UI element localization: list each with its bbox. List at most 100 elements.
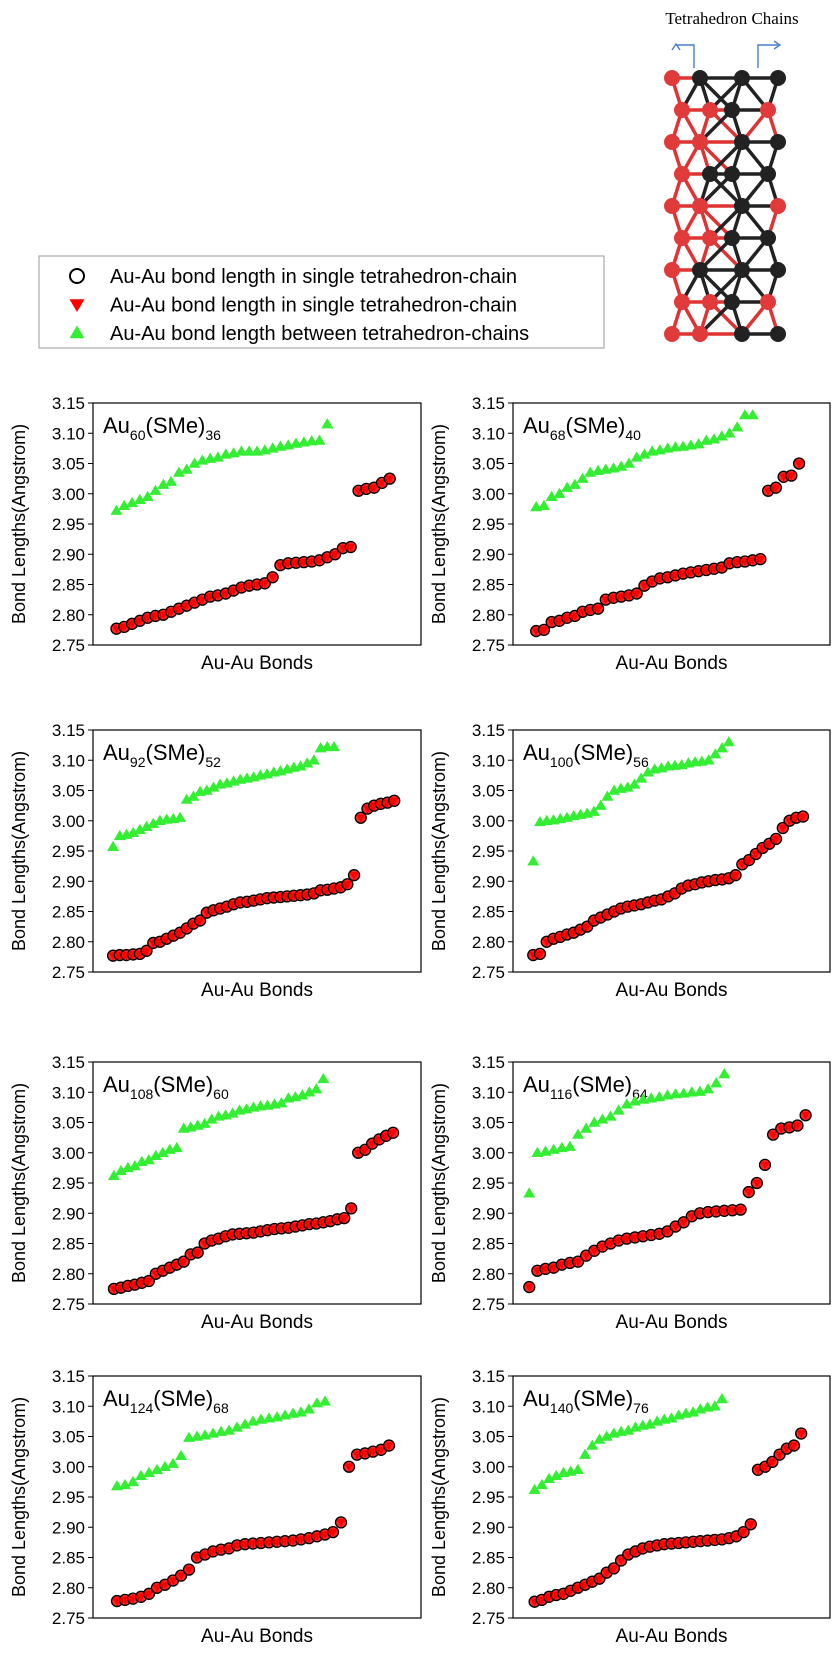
y-tick-label: 3.00 (52, 812, 85, 831)
panel-title: Au68(SMe)40 (523, 413, 641, 443)
point-between (107, 841, 119, 851)
x-axis-label: Au-Au Bonds (616, 653, 728, 674)
title-part: Au (103, 1386, 130, 1411)
y-axis-label: Bond Lengths(Angstrom) (429, 1083, 449, 1283)
y-tick-label: 3.15 (52, 1367, 85, 1386)
panel-title: Au108(SMe)60 (103, 1072, 229, 1102)
y-tick-label: 2.85 (52, 1235, 85, 1254)
y-tick-label: 3.05 (472, 1114, 505, 1133)
y-tick-label: 3.15 (472, 1367, 505, 1386)
point-between (716, 1393, 728, 1403)
y-tick-label: 3.05 (52, 455, 85, 474)
y-tick-label: 2.75 (52, 1295, 85, 1314)
atom (674, 102, 690, 118)
title-part: 116 (550, 1086, 573, 1102)
y-tick-label: 3.00 (52, 1144, 85, 1163)
y-tick-label: 2.90 (52, 872, 85, 891)
atom (692, 326, 708, 342)
atom (692, 262, 708, 278)
point-between (171, 1142, 183, 1152)
atom (770, 70, 786, 86)
y-tick-label: 2.85 (472, 1235, 505, 1254)
y-tick-label: 2.90 (472, 1518, 505, 1537)
atom (724, 230, 740, 246)
y-tick-label: 3.10 (52, 1397, 85, 1416)
atom (760, 102, 776, 118)
point-between (317, 1073, 329, 1083)
title-part: Au (103, 1072, 130, 1097)
title-part: 140 (550, 1400, 574, 1416)
title-part: 40 (625, 427, 641, 443)
point-between (174, 812, 186, 822)
atom (674, 294, 690, 310)
title-part: 124 (130, 1400, 154, 1416)
y-tick-label: 2.85 (472, 1549, 505, 1568)
atom (664, 134, 680, 150)
y-tick-label: 2.75 (472, 1295, 505, 1314)
page: Tetrahedron Chains Au-Au bond length in … (0, 0, 837, 1659)
point-between (731, 421, 743, 431)
title-part: 68 (550, 427, 566, 443)
y-tick-label: 2.90 (52, 545, 85, 564)
y-tick-label: 3.10 (52, 424, 85, 443)
atom (770, 134, 786, 150)
point-between (523, 1187, 535, 1197)
title-part: (SMe) (153, 1386, 213, 1411)
x-axis-label: Au-Au Bonds (616, 1626, 728, 1647)
y-tick-label: 2.75 (52, 636, 85, 655)
y-tick-label: 2.80 (52, 1579, 85, 1598)
title-part: 108 (130, 1086, 154, 1102)
atom (760, 166, 776, 182)
title-part: (SMe) (566, 413, 626, 438)
y-tick-label: 3.00 (472, 1458, 505, 1477)
y-tick-label: 3.15 (52, 394, 85, 413)
y-tick-label: 2.80 (472, 606, 505, 625)
title-part: (SMe) (573, 740, 633, 765)
atom (692, 134, 708, 150)
y-tick-label: 3.10 (472, 1083, 505, 1102)
y-axis-label: Bond Lengths(Angstrom) (429, 424, 449, 624)
y-axis-label: Bond Lengths(Angstrom) (9, 1397, 29, 1597)
y-tick-label: 3.05 (52, 782, 85, 801)
point-between (175, 1450, 187, 1460)
y-tick-label: 2.95 (52, 842, 85, 861)
y-tick-label: 2.95 (472, 515, 505, 534)
title-part: 52 (205, 754, 221, 770)
point-between (595, 800, 607, 810)
y-axis-label: Bond Lengths(Angstrom) (9, 424, 29, 624)
x-axis-label: Au-Au Bonds (201, 653, 313, 674)
atom (702, 230, 718, 246)
y-tick-label: 2.95 (472, 842, 505, 861)
y-tick-label: 3.05 (52, 1114, 85, 1133)
y-tick-label: 2.75 (472, 1609, 505, 1628)
title-part: 100 (550, 754, 574, 770)
y-tick-label: 3.10 (472, 751, 505, 770)
point-between (538, 500, 550, 510)
point-between (579, 1449, 591, 1459)
y-axis-label: Bond Lengths(Angstrom) (429, 751, 449, 951)
y-tick-label: 2.80 (52, 1265, 85, 1284)
atom (692, 70, 708, 86)
y-tick-label: 2.80 (472, 1579, 505, 1598)
y-tick-label: 2.95 (52, 1174, 85, 1193)
title-part: (SMe) (572, 1072, 632, 1097)
figure: Tetrahedron Chains Au-Au bond length in … (0, 0, 837, 1659)
point-between (710, 1077, 722, 1087)
y-axis-label: Bond Lengths(Angstrom) (429, 1397, 449, 1597)
structure-label: Tetrahedron Chains (665, 9, 798, 28)
title-part: 92 (130, 754, 146, 770)
arrows (672, 41, 780, 68)
point-between (723, 736, 735, 746)
atom (724, 294, 740, 310)
y-tick-label: 3.05 (472, 455, 505, 474)
title-part: Au (103, 740, 130, 765)
legend-label: Au-Au bond length between tetrahedron-ch… (110, 323, 529, 345)
title-part: Au (523, 413, 550, 438)
atom (734, 326, 750, 342)
title-part: 60 (213, 1086, 229, 1102)
atom (770, 198, 786, 214)
y-tick-label: 3.10 (472, 424, 505, 443)
y-tick-label: 2.90 (472, 1204, 505, 1223)
title-part: 36 (205, 427, 221, 443)
y-tick-label: 3.15 (472, 721, 505, 740)
